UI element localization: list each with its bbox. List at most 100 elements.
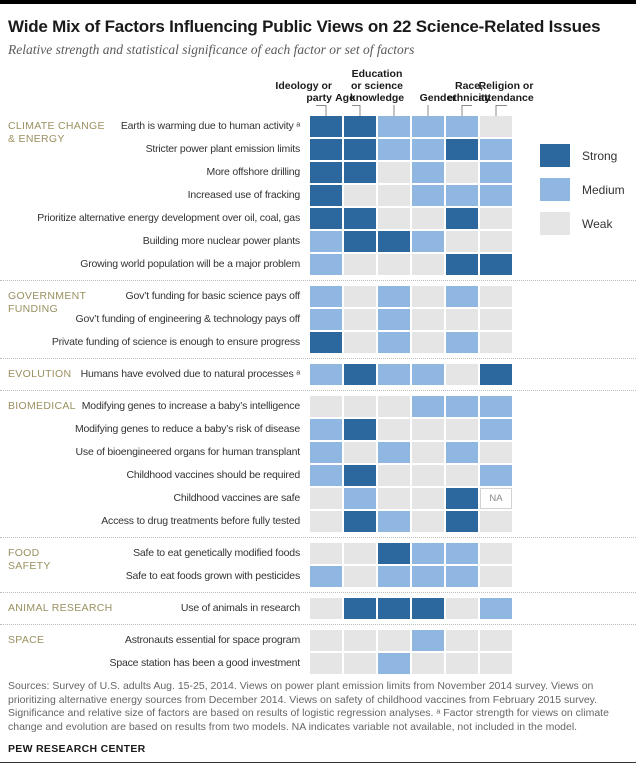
section-label-line: FOOD bbox=[8, 547, 40, 559]
row-cells bbox=[310, 208, 512, 229]
grid-cell-weak bbox=[378, 208, 410, 229]
row-cells bbox=[310, 543, 512, 564]
grid-cell-medium bbox=[310, 364, 342, 385]
column-header-1: Ideology or party bbox=[242, 80, 332, 104]
heatmap-row: Space station has been a good investment bbox=[8, 653, 628, 674]
section-label-line: & ENERGY bbox=[8, 133, 65, 145]
grid-cell-medium bbox=[412, 396, 444, 417]
grid-cell-medium bbox=[378, 332, 410, 353]
grid-cell-weak bbox=[480, 566, 512, 587]
row-label-text: Use of bioengineered organs for human tr… bbox=[75, 446, 301, 458]
row-label-text: Humans have evolved due to natural proce… bbox=[80, 368, 301, 380]
grid-cell-weak bbox=[378, 162, 410, 183]
grid-cell-weak bbox=[446, 419, 478, 440]
legend-item-medium: Medium bbox=[540, 178, 625, 201]
grid-cell-strong bbox=[310, 139, 342, 160]
grid-cell-medium bbox=[480, 396, 512, 417]
grid-cell-medium bbox=[378, 364, 410, 385]
legend-label: Weak bbox=[582, 216, 613, 231]
section-divider bbox=[0, 280, 636, 281]
grid-cell-strong bbox=[446, 208, 478, 229]
grid-cell-weak bbox=[446, 630, 478, 651]
column-header-5: Race, ethnicity bbox=[434, 80, 504, 104]
section-label: FOOD SAFETY bbox=[8, 547, 168, 573]
grid-cell-strong bbox=[344, 465, 376, 486]
grid-cell-weak bbox=[378, 396, 410, 417]
grid-cell-weak bbox=[446, 465, 478, 486]
column-header-line: Age bbox=[335, 92, 355, 104]
grid-cell-weak bbox=[310, 653, 342, 674]
heatmap-row: Private funding of science is enough to … bbox=[8, 332, 628, 353]
grid-cell-weak bbox=[412, 419, 444, 440]
grid-cell-medium bbox=[446, 116, 478, 137]
grid-cell-weak bbox=[310, 396, 342, 417]
grid-cell-medium bbox=[480, 139, 512, 160]
row-label-text: Childhood vaccines are safe bbox=[173, 492, 300, 504]
section-divider bbox=[0, 537, 636, 538]
legend-label: Medium bbox=[582, 182, 625, 197]
grid-cell-weak bbox=[344, 442, 376, 463]
grid-cell-weak bbox=[310, 630, 342, 651]
grid-cell-medium bbox=[378, 442, 410, 463]
grid-cell-weak bbox=[344, 309, 376, 330]
legend-swatch-strong bbox=[540, 144, 570, 167]
heatmap-row: Access to drug treatments before fully t… bbox=[8, 511, 628, 532]
page-subtitle: Relative strength and statistical signif… bbox=[8, 42, 415, 57]
legend-swatch-weak bbox=[540, 212, 570, 235]
row-label-text: Gov’t funding for basic science pays off bbox=[125, 290, 301, 302]
grid-cell-medium bbox=[378, 116, 410, 137]
grid-cell-medium bbox=[344, 488, 376, 509]
heatmap-row: Gov’t funding of engineering & technolog… bbox=[8, 309, 628, 330]
brand-label: PEW RESEARCH CENTER bbox=[8, 743, 146, 755]
section-label-line: FUNDING bbox=[8, 303, 58, 315]
section-divider bbox=[0, 390, 636, 391]
section-label-line: ANIMAL RESEARCH bbox=[8, 602, 113, 614]
grid-cell-medium bbox=[412, 139, 444, 160]
grid-cell-strong bbox=[446, 254, 478, 275]
grid-cell-medium bbox=[412, 162, 444, 183]
grid-cell-medium bbox=[446, 332, 478, 353]
grid-cell-medium bbox=[412, 185, 444, 206]
grid-cell-weak bbox=[412, 511, 444, 532]
grid-cell-medium bbox=[480, 465, 512, 486]
column-header-line: Race, bbox=[454, 80, 484, 92]
grid-cell-medium bbox=[480, 598, 512, 619]
grid-cell-medium bbox=[446, 396, 478, 417]
column-header-2: Age bbox=[320, 92, 370, 104]
grid-cell-medium bbox=[310, 286, 342, 307]
row-label: Prioritize alternative energy developmen… bbox=[8, 208, 310, 229]
grid-cell-strong bbox=[344, 208, 376, 229]
grid-cell-medium bbox=[480, 162, 512, 183]
grid-cell-weak bbox=[480, 653, 512, 674]
column-header-4: Gender bbox=[403, 92, 473, 104]
grid-cell-weak bbox=[480, 511, 512, 532]
row-label: Use of bioengineered organs for human tr… bbox=[8, 442, 310, 463]
heatmap-row: Use of animals in research bbox=[8, 598, 628, 619]
grid-cell-strong bbox=[446, 139, 478, 160]
grid-cell-strong bbox=[344, 598, 376, 619]
row-cells bbox=[310, 231, 512, 252]
grid-cell-weak bbox=[446, 364, 478, 385]
grid-cell-weak bbox=[446, 309, 478, 330]
heatmap-row: Increased use of fracking bbox=[8, 185, 628, 206]
grid-cell-medium bbox=[378, 653, 410, 674]
row-label: Humans have evolved due to natural proce… bbox=[8, 364, 310, 385]
grid-cell-strong bbox=[310, 332, 342, 353]
grid-cell-strong bbox=[344, 139, 376, 160]
section-label: EVOLUTION bbox=[8, 368, 168, 381]
bottom-rule bbox=[0, 762, 636, 763]
grid-cell-medium bbox=[378, 511, 410, 532]
section-evolution: EVOLUTION Humans have evolved due to natu… bbox=[8, 364, 628, 385]
grid-cell-weak bbox=[344, 396, 376, 417]
row-label: Building more nuclear power plants bbox=[8, 231, 310, 252]
row-label: Safe to eat foods grown with pesticides bbox=[8, 566, 310, 587]
grid-cell-weak bbox=[378, 488, 410, 509]
heatmap-row: Safe to eat foods grown with pesticides bbox=[8, 566, 628, 587]
grid-cell-weak bbox=[480, 332, 512, 353]
row-label-text: Modifying genes to increase a baby’s int… bbox=[81, 400, 300, 412]
legend-swatch-medium bbox=[540, 178, 570, 201]
grid-cell-strong bbox=[310, 208, 342, 229]
grid-cell-weak bbox=[446, 231, 478, 252]
heatmap-row: Safe to eat genetically modified foods bbox=[8, 543, 628, 564]
grid-cell-medium bbox=[480, 419, 512, 440]
